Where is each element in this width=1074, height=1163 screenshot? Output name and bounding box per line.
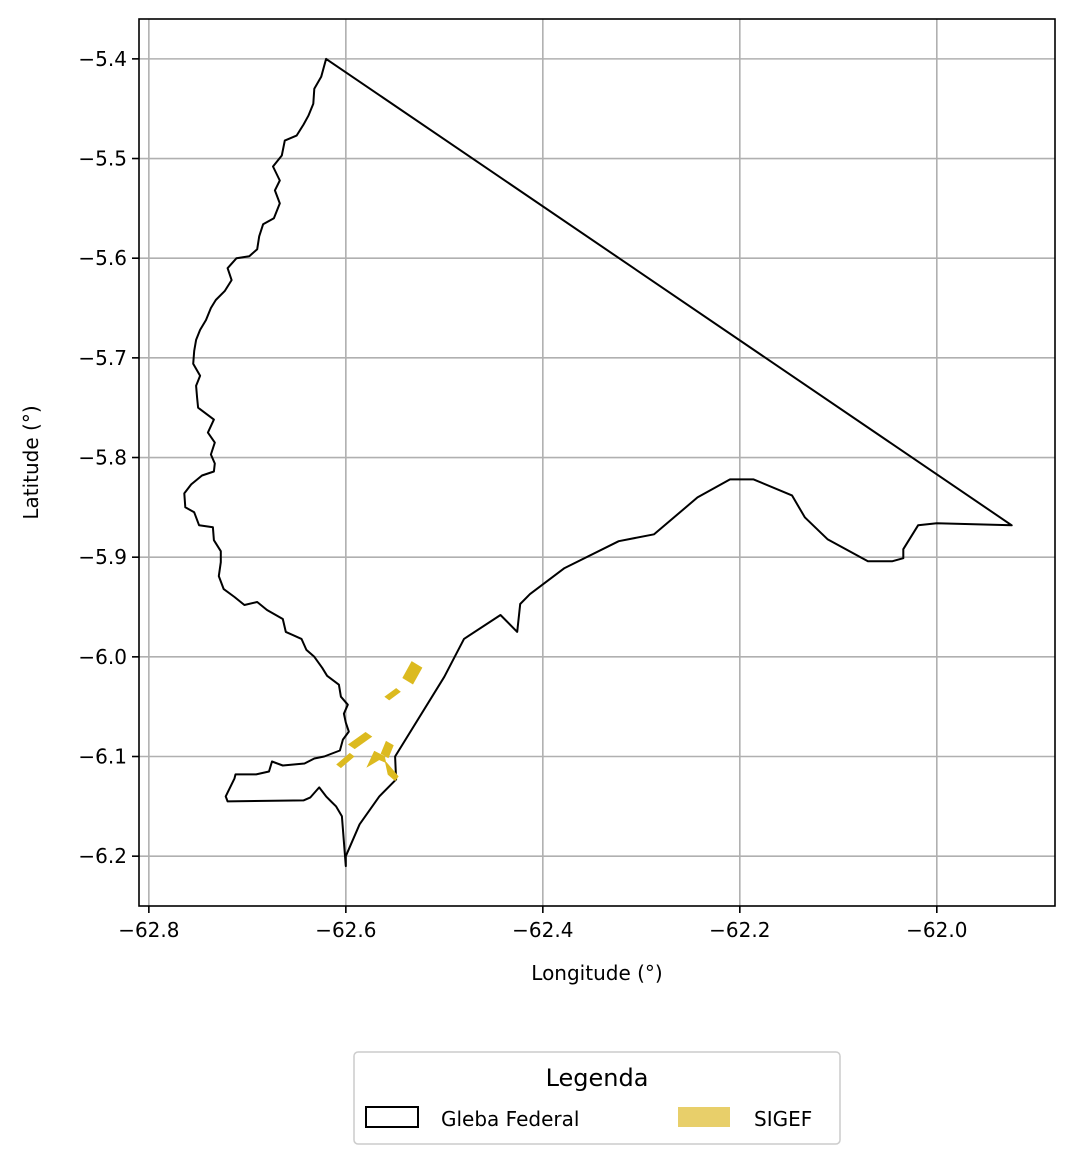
y-tick-label: −5.4: [78, 47, 127, 71]
y-tick-label: −5.5: [78, 147, 127, 171]
y-tick-label: −5.6: [78, 246, 127, 270]
x-tick-label: −62.8: [118, 918, 179, 942]
y-tick-label: −6.2: [78, 844, 127, 868]
legend-swatch-gleba-federal: [365, 1106, 419, 1128]
x-axis-label: Longitude (°): [531, 961, 662, 985]
x-tick-label: −62.6: [315, 918, 376, 942]
legend-title: Legenda: [546, 1064, 649, 1092]
grid-lines: [139, 19, 1055, 906]
y-tick-label: −6.1: [78, 745, 127, 769]
legend-label-gleba-federal: Gleba Federal: [441, 1107, 579, 1131]
sigef-parcel: [384, 688, 401, 701]
sigef-parcel: [402, 661, 423, 685]
legend-label-sigef: SIGEF: [754, 1107, 812, 1131]
x-tick-label: −62.2: [709, 918, 770, 942]
legend-swatch-sigef: [678, 1107, 730, 1127]
y-axis-label: Latitude (°): [19, 405, 43, 519]
gleba-federal-boundary: [183, 57, 1013, 868]
legend: Legenda Gleba Federal SIGEF: [353, 1051, 841, 1145]
y-tick-label: −5.9: [78, 545, 127, 569]
x-tick-label: −62.0: [906, 918, 967, 942]
sigef-parcel: [380, 740, 394, 759]
sigef-parcel: [347, 731, 373, 750]
sigef-parcel: [366, 750, 399, 782]
plot-frame: [138, 18, 1056, 907]
x-tick-label: −62.4: [512, 918, 573, 942]
map-plot-area: [183, 57, 1013, 868]
sigef-parcel: [336, 752, 355, 769]
y-tick-label: −5.8: [78, 446, 127, 470]
y-tick-label: −5.7: [78, 346, 127, 370]
y-tick-label: −6.0: [78, 645, 127, 669]
axis-ticks: −62.8 −62.6 −62.4 −62.2 −62.0 −5.4 −5.5 −5.6 −5.…: [78, 47, 967, 942]
